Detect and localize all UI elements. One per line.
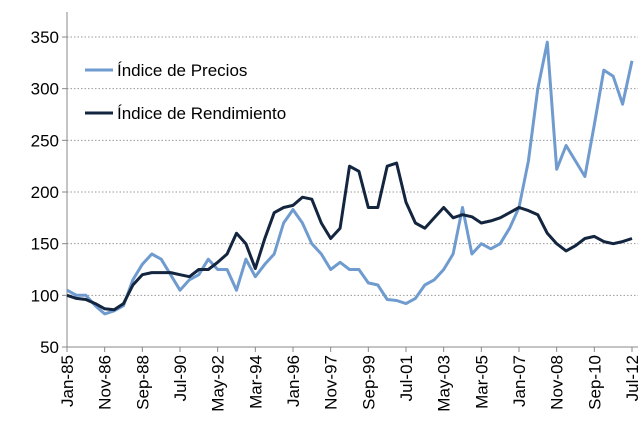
series-line [66,161,633,312]
x-tick-label: Jul-90 [171,355,190,401]
x-tick-label: Jan-85 [58,355,77,407]
y-tick-label: 200 [31,183,59,202]
x-tick-label: Jul-01 [397,355,416,401]
y-tick-label: 300 [31,80,59,99]
x-tick-label: Mar-94 [246,355,265,409]
x-tick-label: Jan-96 [284,355,303,407]
x-tick-label: Mar-05 [472,355,491,409]
x-tick-label: Sep-88 [133,355,152,410]
x-tick-label: May-03 [435,355,454,412]
x-tick-label: Sep-99 [359,355,378,410]
y-tick-label: 250 [31,131,59,150]
x-tick-label: Nov-86 [96,355,115,410]
x-tick-label: Nov-08 [548,355,567,410]
series-line [66,40,634,316]
y-tick-label: 100 [31,286,59,305]
x-tick-label: Jan-07 [510,355,529,407]
legend-label: Índice de Rendimiento [117,104,286,123]
x-tick-label: May-92 [209,355,228,412]
legend-label: Índice de Precios [117,61,247,80]
x-tick-label: Nov-97 [322,355,341,410]
x-tick-label: Sep-10 [585,355,604,410]
y-tick-label: 50 [40,338,59,357]
y-tick-label: 150 [31,235,59,254]
y-tick-label: 350 [31,28,59,47]
x-tick-label: Jul-12 [623,355,642,401]
